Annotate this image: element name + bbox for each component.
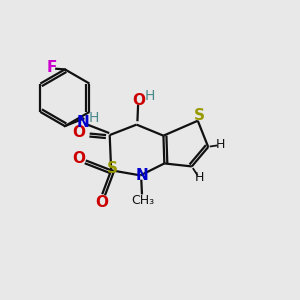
Text: O: O xyxy=(133,93,146,108)
Text: S: S xyxy=(194,108,205,123)
Text: O: O xyxy=(95,195,108,210)
Text: S: S xyxy=(106,161,118,176)
Text: O: O xyxy=(72,125,86,140)
Text: H: H xyxy=(89,111,99,125)
Text: H: H xyxy=(195,171,204,184)
Text: F: F xyxy=(46,60,57,75)
Text: CH₃: CH₃ xyxy=(131,194,154,207)
Text: N: N xyxy=(76,115,89,130)
Text: H: H xyxy=(216,138,226,151)
Text: O: O xyxy=(72,152,85,166)
Text: N: N xyxy=(136,169,148,184)
Text: H: H xyxy=(144,89,154,103)
